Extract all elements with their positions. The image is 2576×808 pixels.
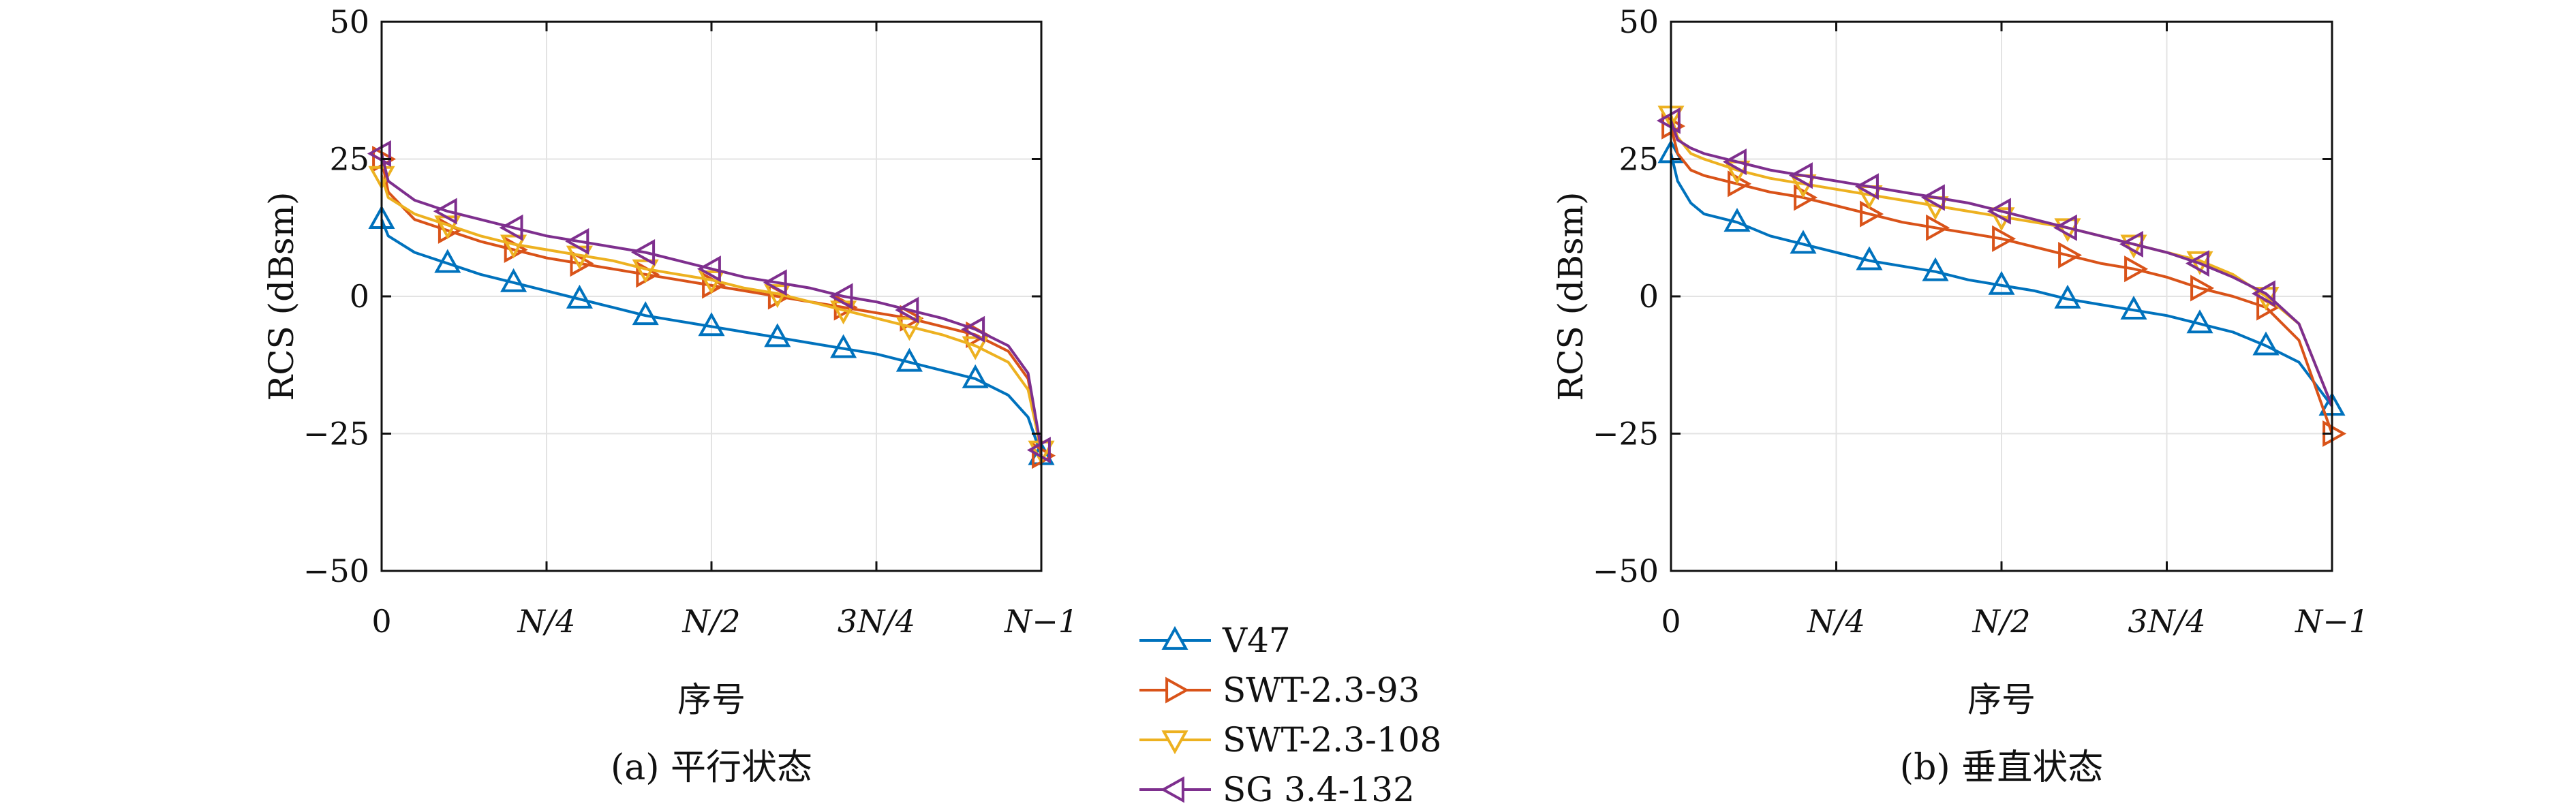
data-point-marker	[500, 234, 527, 259]
data-point-marker	[2252, 331, 2280, 356]
legend-entry-label: SWT-2.3-108	[1223, 720, 1441, 760]
legend-marker	[1161, 730, 1189, 755]
series-line	[1670, 153, 2333, 407]
data-point-marker	[696, 255, 721, 283]
y-tick-label: −25	[1593, 416, 1659, 452]
series-line	[380, 159, 1043, 456]
data-point-marker	[1988, 207, 2015, 232]
data-point-marker	[2119, 230, 2143, 258]
data-point-marker	[962, 364, 989, 388]
x-tick-label: 0	[371, 603, 391, 640]
data-point-marker	[829, 283, 853, 310]
legend: V47 SWT-2.3-93 SWT-2.3-108 SG 3.4-132	[1139, 621, 1441, 808]
data-point-marker	[895, 347, 923, 372]
y-tick-label: 50	[1619, 3, 1659, 40]
data-point-marker	[500, 268, 527, 292]
data-point-marker	[2124, 255, 2149, 283]
series-line	[380, 175, 1043, 451]
y-tick-label: −25	[303, 416, 369, 452]
data-point-marker	[1922, 257, 1949, 281]
data-point-marker	[2251, 280, 2275, 307]
data-point-marker	[2054, 284, 2081, 309]
data-point-marker	[566, 284, 593, 309]
x-axis-label: 序号	[677, 680, 746, 719]
series-line	[380, 219, 1043, 456]
data-point-marker	[499, 214, 523, 241]
data-point-marker	[1854, 173, 1879, 200]
legend-marker	[1160, 776, 1184, 803]
data-point-marker	[2185, 250, 2209, 277]
legend-marker	[1161, 625, 1189, 650]
data-point-marker	[961, 315, 985, 343]
data-point-marker	[764, 323, 791, 347]
data-point-marker	[1723, 208, 1751, 232]
data-point-marker	[632, 301, 659, 326]
series-line	[1670, 125, 2333, 435]
data-point-marker	[1856, 246, 1883, 270]
data-point-marker	[763, 269, 787, 296]
data-point-marker	[698, 270, 725, 294]
y-tick-label: 0	[1639, 278, 1659, 315]
data-point-marker	[2053, 214, 2077, 241]
legend-entry-label: SG 3.4-132	[1223, 770, 1415, 808]
data-point-marker	[565, 228, 589, 255]
data-point-marker	[632, 259, 659, 283]
series-line	[380, 153, 1043, 451]
data-point-marker	[1656, 107, 1681, 134]
data-point-marker	[1926, 214, 1950, 241]
data-point-marker	[1790, 230, 1817, 254]
y-tick-label: −50	[1593, 553, 1659, 589]
y-axis-label: RCS (dBsm)	[1551, 192, 1591, 401]
data-point-marker	[1988, 270, 2015, 295]
data-point-marker	[1920, 184, 1945, 211]
data-point-marker	[2190, 275, 2215, 302]
y-axis-label: RCS (dBsm)	[262, 192, 301, 401]
series-line	[1670, 120, 2333, 407]
legend-marker	[1165, 677, 1190, 704]
data-point-marker	[434, 249, 461, 273]
x-tick-label: N/4	[1807, 603, 1865, 640]
x-tick-label: N−1	[1004, 603, 1078, 640]
data-point-marker	[1992, 225, 2017, 252]
data-point-marker	[895, 296, 919, 324]
data-point-marker	[2058, 241, 2083, 269]
x-tick-label: 3N/4	[838, 603, 915, 640]
data-point-marker	[2120, 296, 2147, 320]
data-point-marker	[570, 250, 594, 277]
data-point-marker	[698, 312, 725, 337]
y-tick-label: 25	[329, 141, 369, 178]
x-tick-label: 0	[1661, 603, 1681, 640]
data-point-marker	[367, 140, 391, 167]
y-tick-label: −50	[303, 553, 369, 589]
data-point-marker	[2186, 309, 2213, 334]
panel-caption: (a) 平行状态	[611, 747, 812, 788]
y-tick-label: 25	[1619, 141, 1659, 178]
data-point-marker	[1722, 148, 1747, 176]
legend-entry-label: V47	[1222, 621, 1291, 660]
x-tick-label: 3N/4	[2128, 603, 2205, 640]
y-tick-label: 0	[350, 278, 369, 315]
data-point-marker	[1026, 437, 1051, 464]
data-point-marker	[433, 198, 457, 225]
data-point-marker	[631, 238, 656, 266]
x-tick-label: N/4	[517, 603, 575, 640]
legend-entry-label: SWT-2.3-93	[1223, 670, 1420, 710]
x-axis-label: 序号	[1967, 680, 2036, 719]
x-tick-label: N/2	[1972, 603, 2030, 640]
data-point-marker	[895, 317, 923, 341]
x-tick-label: N−1	[2295, 603, 2369, 640]
data-point-marker	[1788, 162, 1813, 189]
y-tick-label: 50	[329, 3, 369, 40]
series-line	[1670, 114, 2333, 407]
data-point-marker	[830, 334, 857, 358]
data-point-marker	[1987, 198, 2011, 225]
x-tick-label: N/2	[681, 603, 740, 640]
data-point-marker	[1860, 200, 1884, 228]
data-point-marker	[764, 284, 791, 309]
panel-caption: (b) 垂直状态	[1900, 747, 2103, 788]
data-point-marker	[962, 336, 989, 360]
